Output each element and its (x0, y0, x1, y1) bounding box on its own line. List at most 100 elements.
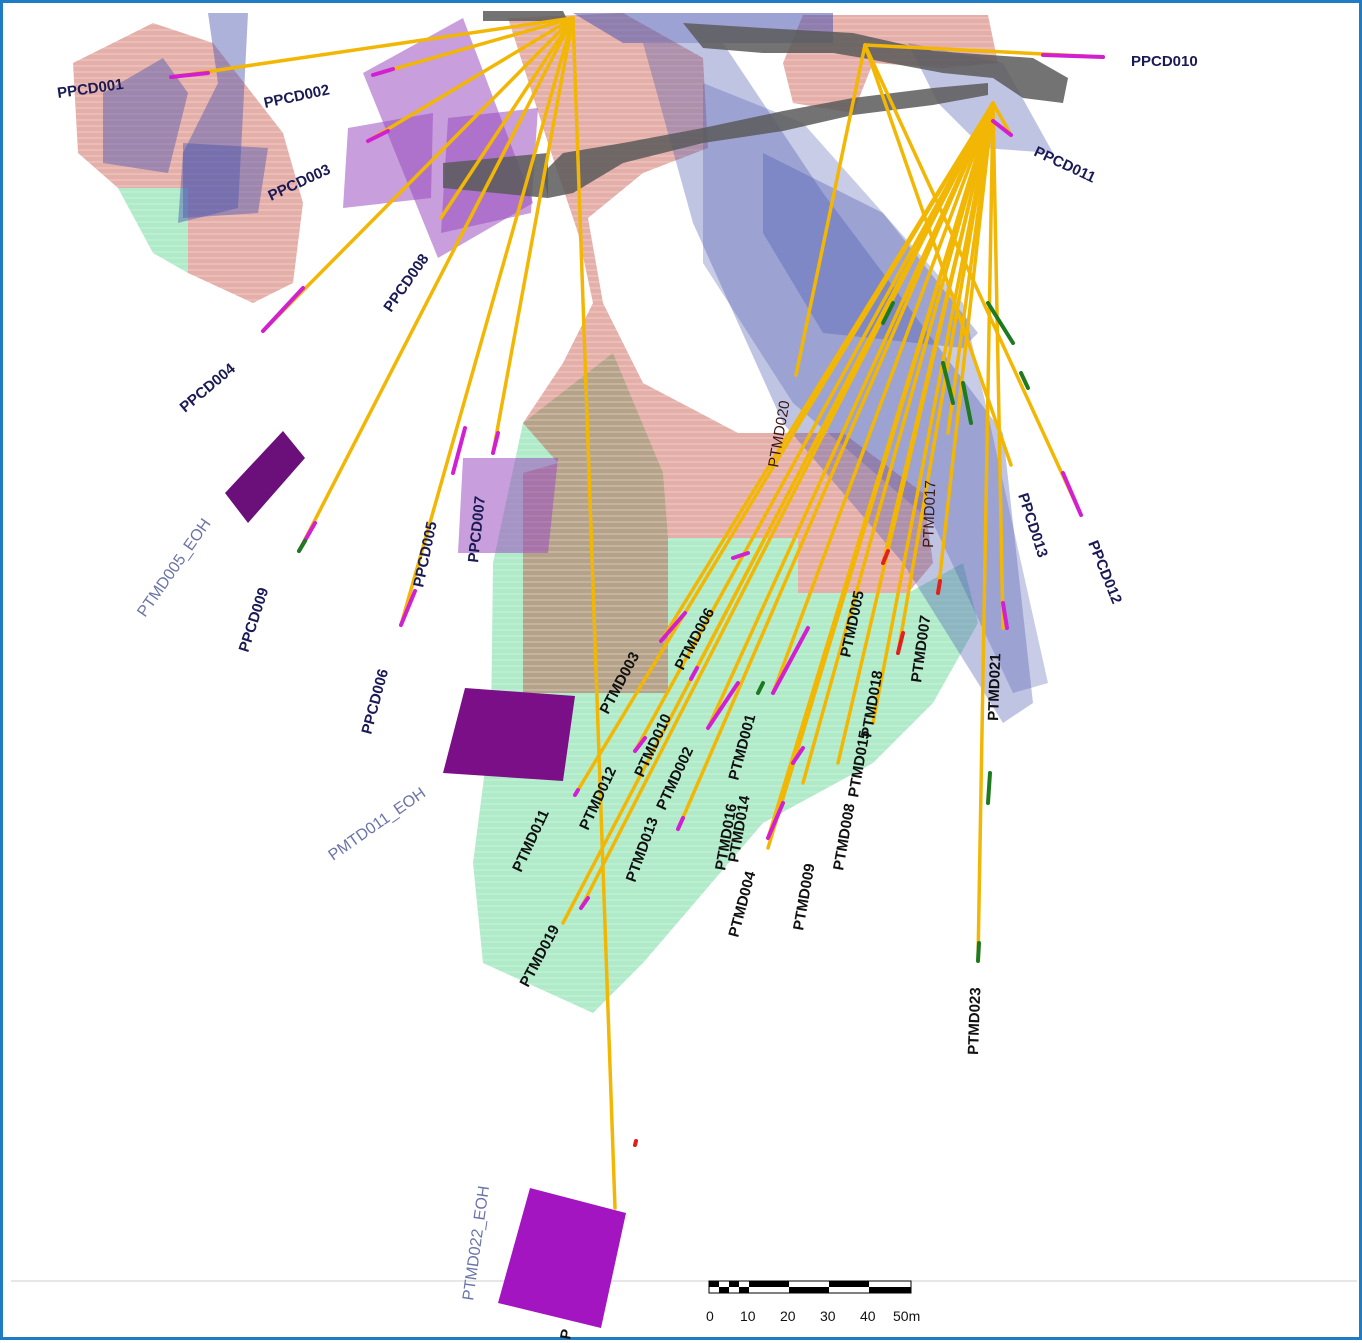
label-ppcd004[interactable]: PPCD004 (177, 360, 240, 416)
scale-tick-20: 20 (780, 1308, 796, 1324)
drillhole-trace-ptmd009[interactable] (801, 101, 995, 785)
interval-segment (706, 681, 740, 730)
drillhole-trace-ppcd008[interactable] (439, 16, 575, 220)
interval-segment (941, 361, 955, 405)
label-ptmd022-eoh[interactable]: PTMD022_EOH (460, 1185, 493, 1302)
drillhole-trace-ppcd001[interactable] (169, 16, 575, 79)
drillhole-trace-ppcd009[interactable] (297, 16, 575, 553)
drillhole-traces (169, 16, 1105, 1210)
drillhole-trace-ptmd017[interactable] (946, 101, 995, 435)
interval-segment (399, 589, 417, 627)
drillhole-trace-ptmd010[interactable] (633, 101, 995, 753)
drillhole-trace-ptmd001[interactable] (771, 101, 995, 695)
drillhole-trace-ptmd020[interactable] (794, 43, 867, 377)
label-ppcd012[interactable]: PPCD012 (1084, 538, 1125, 606)
scale-seg (719, 1287, 729, 1293)
label-ppcd006[interactable]: PPCD006 (358, 667, 392, 736)
interval-segment (976, 941, 981, 963)
blue-plane-nw-3 (183, 143, 268, 218)
interval-segment (791, 746, 805, 765)
interval-segment (297, 539, 307, 553)
eoh-marker-pmtd011[interactable] (443, 688, 575, 781)
drillhole-trace-ppcd004[interactable] (261, 16, 575, 333)
drillhole-trace-ptmd015[interactable] (871, 101, 995, 725)
drillhole-trace-ptmd012[interactable] (573, 101, 995, 797)
interval-segment (766, 801, 785, 840)
drillhole-trace-ppcd011[interactable] (991, 101, 1013, 137)
drillhole-trace-ptmd019[interactable] (561, 101, 995, 925)
label-ppcd005[interactable]: PPCD005 (410, 520, 440, 589)
violet-plane-4 (458, 458, 558, 553)
scale-tick-30: 30 (820, 1308, 836, 1324)
interval-segment (881, 301, 895, 325)
stope-west (443, 153, 548, 198)
drillhole-intervals (169, 53, 1105, 1147)
interval-segment (573, 788, 580, 797)
interval-segment (491, 431, 500, 455)
interval-segment (689, 666, 699, 681)
label-ptmd004[interactable]: PTMD004 (725, 869, 759, 939)
drillhole-trace-ptmd013[interactable] (676, 101, 995, 831)
scale-seg (749, 1281, 789, 1287)
scale-seg (829, 1281, 869, 1287)
drillhole-trace-ptmd005[interactable] (881, 101, 995, 565)
drillhole-trace-ptmd004[interactable] (766, 101, 995, 840)
label-ptmd017[interactable]: PTMD017 (920, 480, 939, 548)
drive-lower (543, 83, 988, 198)
red-block-nw (73, 23, 303, 303)
drillhole-trace-ptmd022[interactable] (571, 16, 617, 1210)
interval-segment (731, 551, 750, 560)
drillhole-trace-ppcd007[interactable] (491, 16, 575, 455)
interval-segment (881, 549, 890, 565)
scale-tick-10: 10 (740, 1308, 756, 1324)
label-ppcd009[interactable]: PPCD009 (236, 586, 273, 655)
interval-segment (633, 736, 647, 753)
red-grade-blocks (73, 13, 998, 693)
label-ptmd021[interactable]: PTMD021 (985, 653, 1004, 721)
interval-segment (896, 631, 905, 655)
scale-tick-0: 0 (706, 1308, 714, 1324)
label-ppcd002[interactable]: PPCD002 (262, 81, 331, 111)
interval-segment (261, 286, 305, 333)
interval-segment (936, 579, 942, 595)
label-ptmd008[interactable]: PTMD008 (830, 802, 858, 871)
drillhole-trace-ppcd005[interactable] (399, 16, 575, 627)
label-p-partial: P (557, 1328, 575, 1341)
label-pmtd011-eoh[interactable]: PMTD011_EOH (326, 785, 429, 865)
label-ptmd009[interactable]: PTMD009 (790, 862, 818, 931)
eoh-marker-ptmd005[interactable] (225, 431, 305, 523)
drillhole-trace-ppcd003[interactable] (366, 16, 575, 143)
drillhole-trace-ptmd023[interactable] (976, 101, 995, 963)
blue-plane-east-3 (763, 153, 978, 348)
drillhole-trace-ptmd007[interactable] (936, 101, 995, 595)
label-ppcd011[interactable]: PPCD011 (1031, 143, 1098, 186)
interval-segment (1001, 601, 1009, 630)
interval-segment (1061, 471, 1083, 517)
interval-segment (986, 771, 992, 805)
eoh-marker-ptmd022[interactable] (498, 1188, 626, 1328)
interval-segment (771, 626, 810, 695)
interval-segment (961, 381, 973, 425)
interval-segment (991, 119, 1013, 137)
label-ppcd010[interactable]: PPCD010 (1131, 53, 1198, 70)
drillhole-trace-ptmd021[interactable] (991, 101, 1005, 630)
blue-plane-nw-2 (103, 58, 188, 173)
drillhole-trace-ppcd002[interactable] (371, 16, 575, 77)
green-block-nw (118, 188, 188, 273)
drillhole-trace-ptmd002[interactable] (706, 101, 995, 730)
blue-plane-east-2 (703, 83, 1048, 693)
interval-segment (169, 71, 210, 79)
drillhole-section-map[interactable]: PPCD001 PPCD002 PPCD003 PPCD004 PPCD008 … (3, 3, 1362, 1343)
interval-segment (366, 129, 390, 143)
interval-segment (371, 67, 395, 77)
blue-plane-nw-1 (178, 13, 248, 223)
label-ppcd007[interactable]: PPCD007 (465, 495, 489, 563)
interval-segment (659, 611, 687, 643)
scale-seg (789, 1287, 829, 1293)
label-ptmd023[interactable]: PTMD023 (965, 987, 984, 1055)
interval-segment (986, 301, 1015, 345)
label-ppcd013[interactable]: PPCD013 (1014, 491, 1051, 560)
red-block-central (508, 13, 933, 693)
scale-tick-50m: 50m (893, 1308, 920, 1324)
label-ptmd005-eoh[interactable]: PTMD005_EOH (134, 516, 214, 620)
